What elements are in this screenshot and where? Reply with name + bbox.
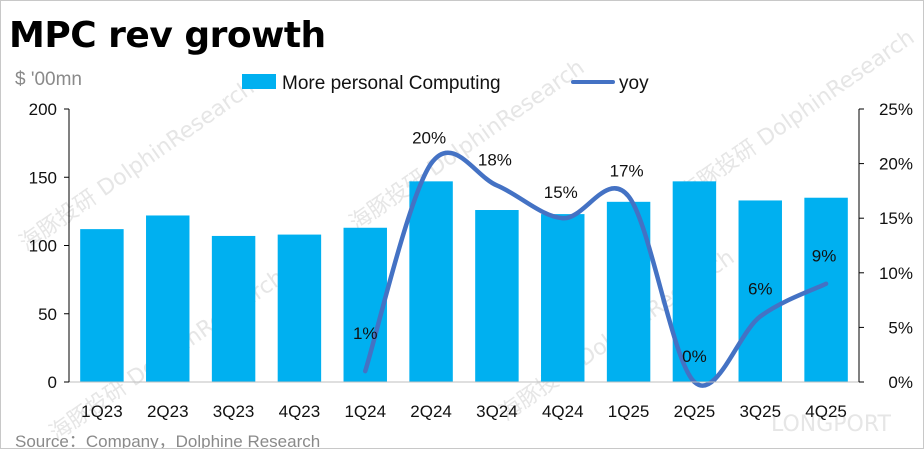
x-tick-label: 4Q25 [805, 402, 847, 421]
bar-1Q24 [343, 227, 387, 382]
y-right-tick-label: 0% [888, 373, 913, 392]
yoy-data-label: 9% [812, 247, 837, 266]
chart-title: MPC rev growth [9, 15, 326, 56]
bar-3Q23 [211, 235, 256, 382]
yoy-data-label: 0% [682, 347, 707, 366]
x-tick-label: 1Q24 [344, 402, 386, 421]
x-tick-label: 4Q24 [542, 402, 584, 421]
source-note: Source：Company，Dolphine Research [15, 432, 321, 449]
x-tick-label: 1Q23 [81, 402, 123, 421]
legend-label-yoy: yoy [619, 73, 649, 94]
legend-label-bar: More personal Computing [282, 73, 501, 94]
y-left-tick-label: 0 [48, 373, 57, 392]
y-axis-unit-label: $ '00mn [15, 69, 83, 90]
axes: 0 50 100 150 200 0% 5% 10% 15% 20% 25% 1Q23 2Q23 3Q23… [29, 100, 913, 421]
yoy-data-label: 18% [478, 150, 512, 169]
y-right-tick-label: 15% [879, 209, 913, 228]
y-left-tick-label: 200 [29, 100, 57, 119]
x-tick-label: 3Q24 [476, 402, 518, 421]
bar-4Q23 [277, 234, 322, 382]
x-tick-label: 2Q23 [147, 402, 189, 421]
x-tick-label: 2Q25 [674, 402, 716, 421]
y-right-tick-label: 25% [879, 100, 913, 119]
bar-4Q24 [541, 214, 585, 382]
bar-3Q24 [475, 210, 519, 382]
y-right-tick-label: 5% [888, 318, 913, 337]
yoy-data-label: 17% [610, 161, 644, 180]
x-tick-label: 1Q25 [608, 402, 650, 421]
watermark-longport: LONGPORT [771, 412, 892, 437]
y-left-tick-label: 50 [38, 305, 57, 324]
bar-1Q23 [80, 229, 124, 382]
bar-3Q25 [738, 200, 782, 382]
x-tick-label: 3Q25 [739, 402, 781, 421]
x-tick-label: 4Q23 [279, 402, 321, 421]
bar-2Q24 [409, 181, 453, 382]
legend: More personal Computing yoy [242, 73, 649, 94]
y-left-tick-label: 100 [29, 237, 57, 256]
yoy-data-label: 6% [748, 279, 773, 298]
yoy-data-label: 15% [544, 183, 578, 202]
bar-2Q23 [146, 215, 190, 382]
y-right-tick-label: 10% [879, 264, 913, 283]
y-left-tick-label: 150 [29, 168, 57, 187]
yoy-data-label: 1% [353, 324, 378, 343]
y-right-tick-label: 20% [879, 155, 913, 174]
x-tick-label: 3Q23 [213, 402, 255, 421]
yoy-line [363, 150, 829, 388]
yoy-line-series: 1% 20% 18% 15% 17% 0% 6% 9% [353, 129, 837, 388]
legend-swatch-bar [242, 74, 276, 89]
yoy-data-label: 20% [412, 129, 446, 148]
x-tick-label: 2Q24 [410, 402, 452, 421]
